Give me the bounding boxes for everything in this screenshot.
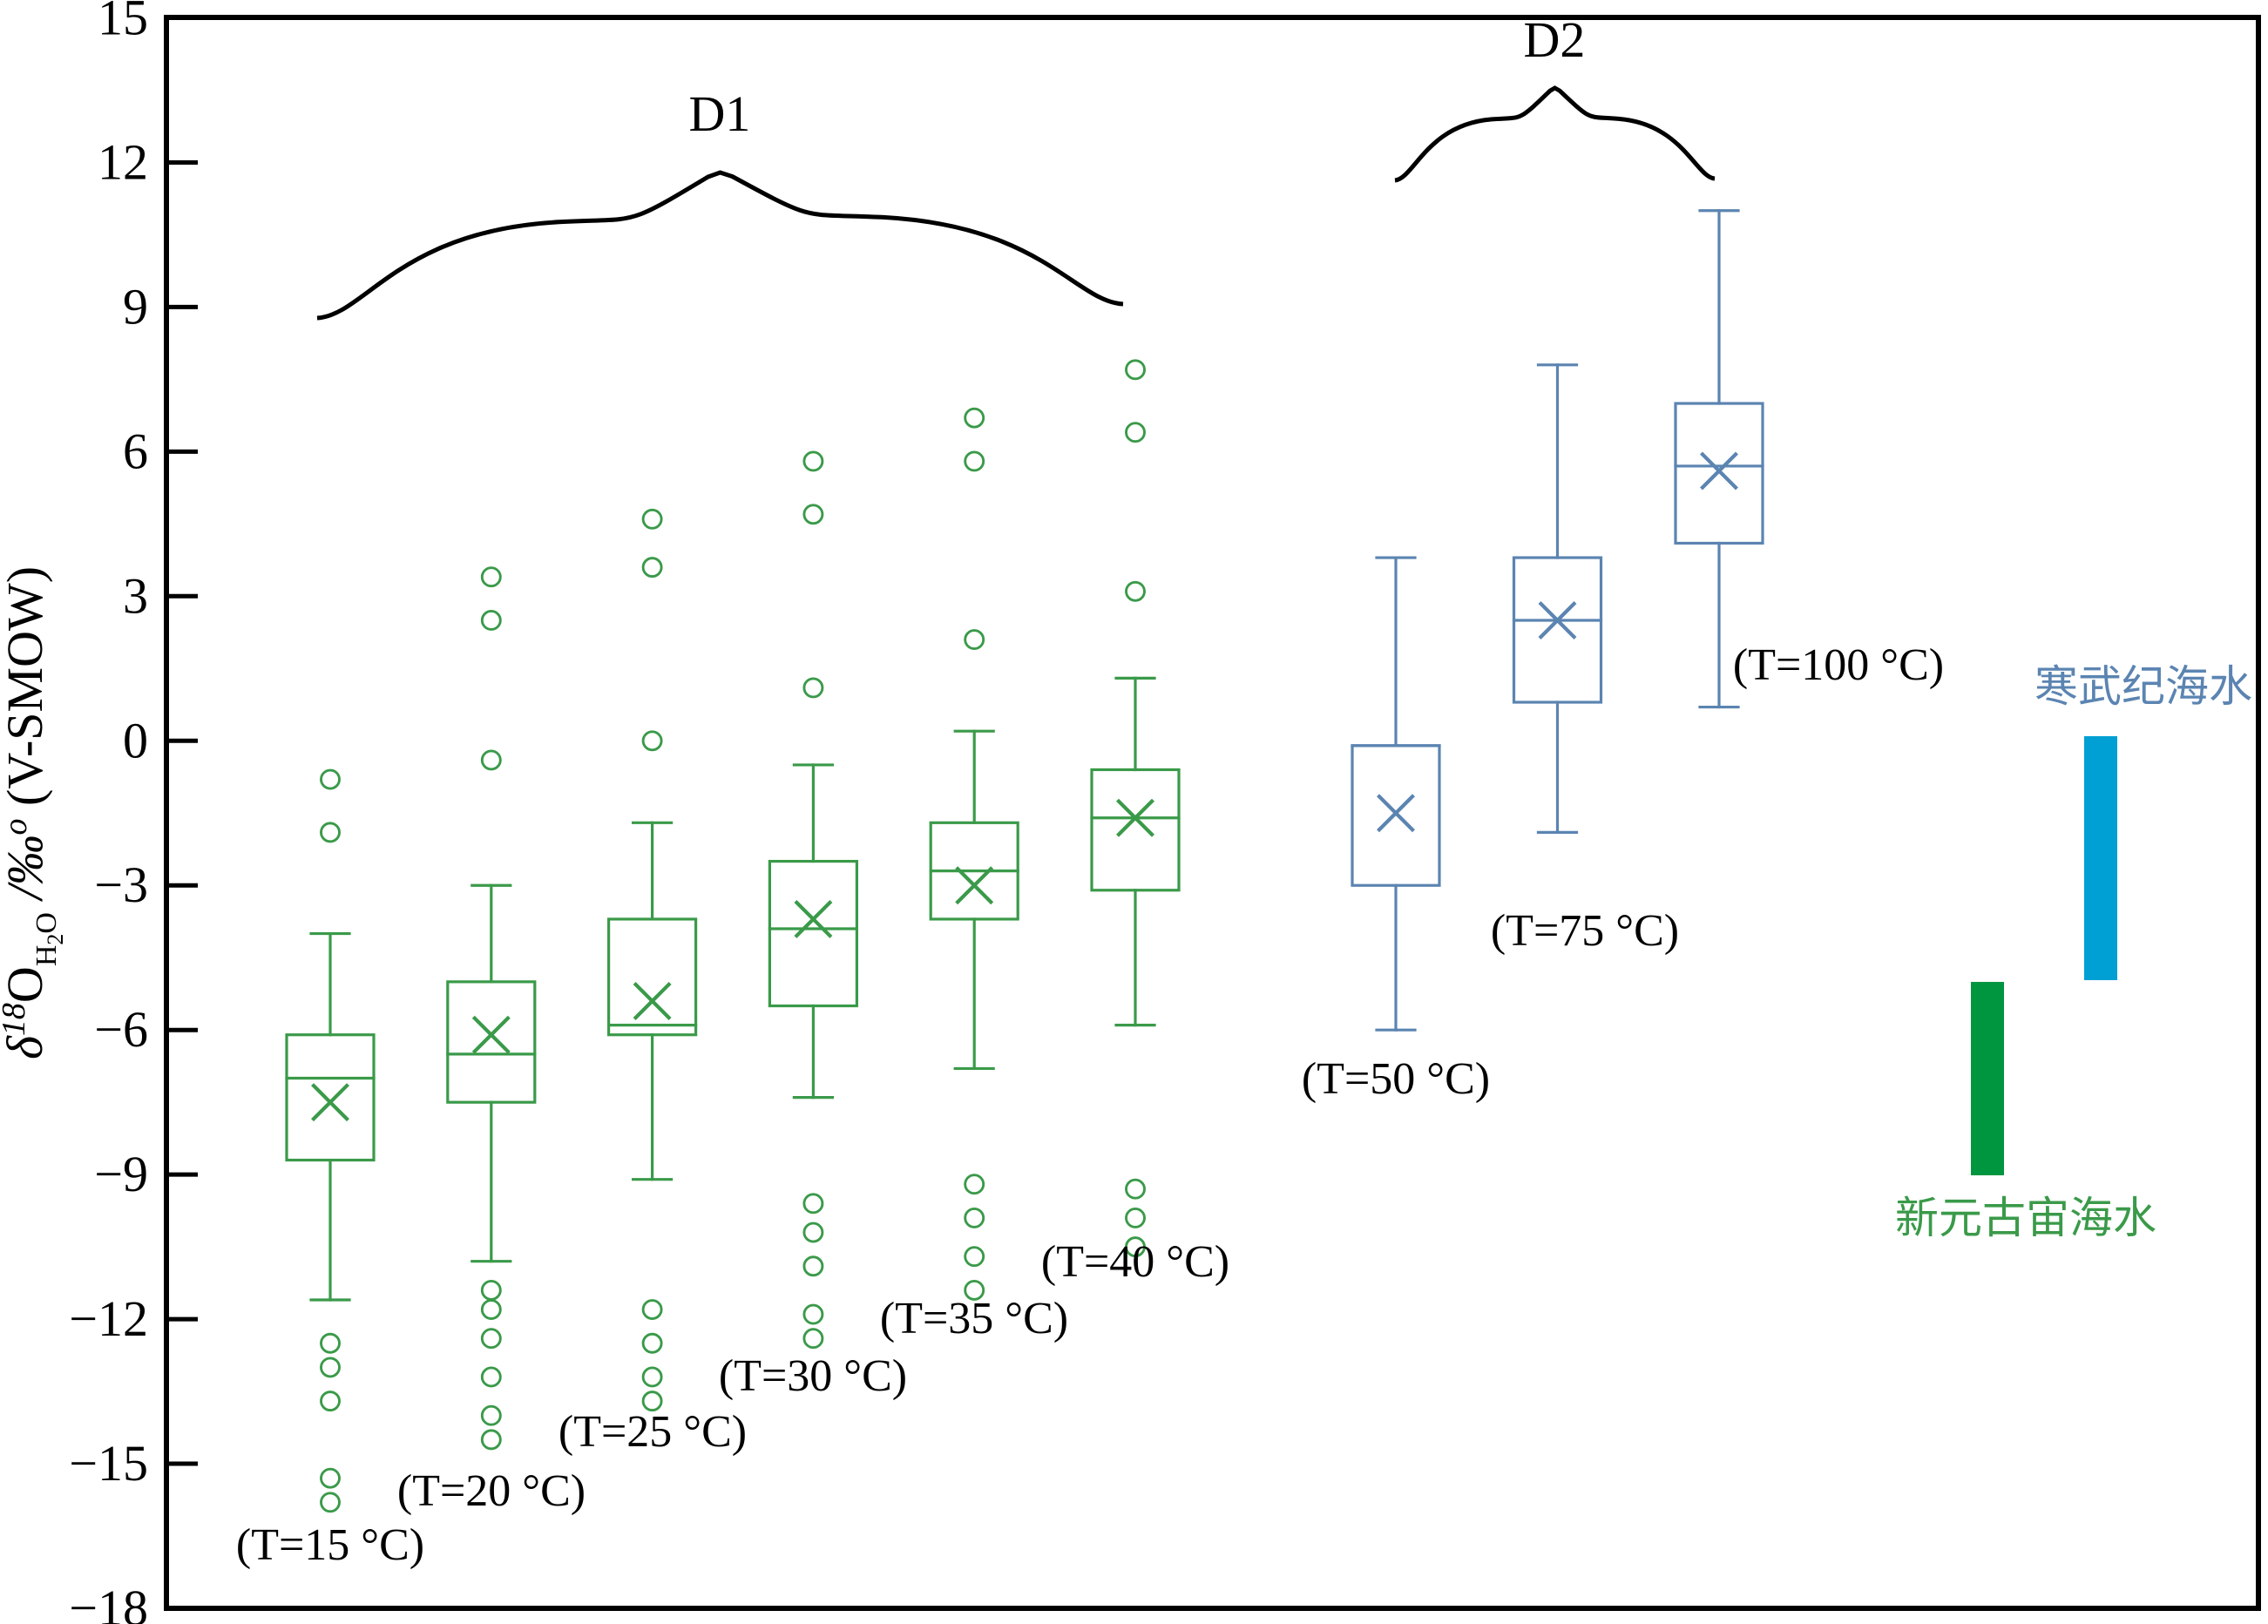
svg-text:12: 12	[98, 134, 148, 191]
svg-text:−6: −6	[94, 1001, 148, 1058]
svg-text:(T=25 °C): (T=25 °C)	[559, 1407, 747, 1457]
svg-text:D1: D1	[689, 85, 751, 142]
svg-text:−12: −12	[69, 1290, 148, 1347]
svg-text:6: 6	[123, 423, 148, 479]
svg-text:(T=50 °C): (T=50 °C)	[1302, 1054, 1490, 1104]
svg-text:(T=40 °C): (T=40 °C)	[1041, 1237, 1229, 1287]
svg-text:D2: D2	[1524, 11, 1586, 68]
svg-text:0: 0	[123, 712, 148, 768]
svg-text:−18: −18	[69, 1580, 148, 1624]
svg-text:(T=20 °C): (T=20 °C)	[397, 1466, 586, 1516]
svg-text:3: 3	[123, 567, 148, 624]
svg-text:(T=30 °C): (T=30 °C)	[719, 1351, 907, 1401]
svg-text:−9: −9	[94, 1146, 148, 1202]
svg-text:−3: −3	[94, 856, 148, 913]
svg-text:9: 9	[123, 278, 148, 335]
svg-text:15: 15	[98, 0, 148, 46]
svg-text:(T=35 °C): (T=35 °C)	[880, 1294, 1068, 1343]
svg-text:寒武纪海水: 寒武纪海水	[2034, 662, 2252, 711]
svg-text:(T=15 °C): (T=15 °C)	[236, 1520, 424, 1570]
svg-text:(T=75 °C): (T=75 °C)	[1491, 906, 1679, 956]
svg-text:新元古宙海水: 新元古宙海水	[1895, 1194, 2156, 1242]
svg-text:(T=100 °C): (T=100 °C)	[1733, 640, 1944, 690]
svg-text:−15: −15	[69, 1435, 148, 1492]
